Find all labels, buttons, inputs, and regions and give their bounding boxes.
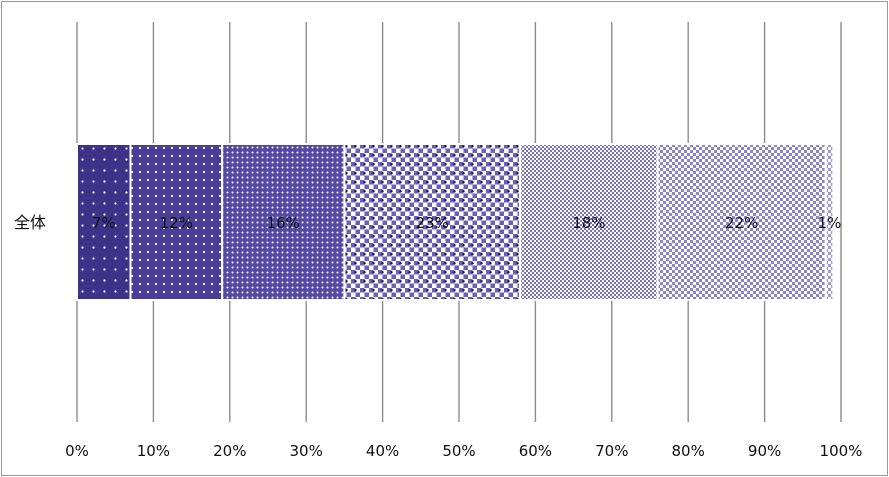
x-tick-label: 30% [290,442,323,460]
bar-segments [76,143,835,301]
bar-segment [76,143,132,301]
segment-label: 1% [818,214,842,232]
bar-segment [656,143,827,301]
segment-label: 12% [160,214,193,232]
x-tick-label: 80% [672,442,705,460]
segment-label: 16% [267,214,300,232]
x-tick-label: 60% [519,442,552,460]
x-tick-label: 90% [748,442,781,460]
x-tick-label: 100% [820,442,863,460]
x-tick-label: 70% [595,442,628,460]
bar-segment [221,143,346,301]
segment-label: 22% [725,214,758,232]
x-tick-label: 0% [65,442,89,460]
x-tick-label: 50% [442,442,475,460]
segment-label: 23% [416,214,449,232]
segment-label: 7% [92,214,116,232]
segment-label: 18% [572,214,605,232]
bar-segment [343,143,522,301]
x-tick-label: 10% [137,442,170,460]
x-tick-label: 40% [366,442,399,460]
category-label: 全体 [14,213,46,232]
x-tick-label: 20% [213,442,246,460]
data-labels: 7% 12% 16% 23% 18% 22% 1% [92,214,842,232]
bar-segment [824,143,835,301]
bar-segment [519,143,659,301]
category-labels: 全体 [14,213,46,232]
x-axis-tick-labels: 0% 10% 20% 30% 40% 50% 60% 70% 80% 90% 100% [65,442,862,460]
